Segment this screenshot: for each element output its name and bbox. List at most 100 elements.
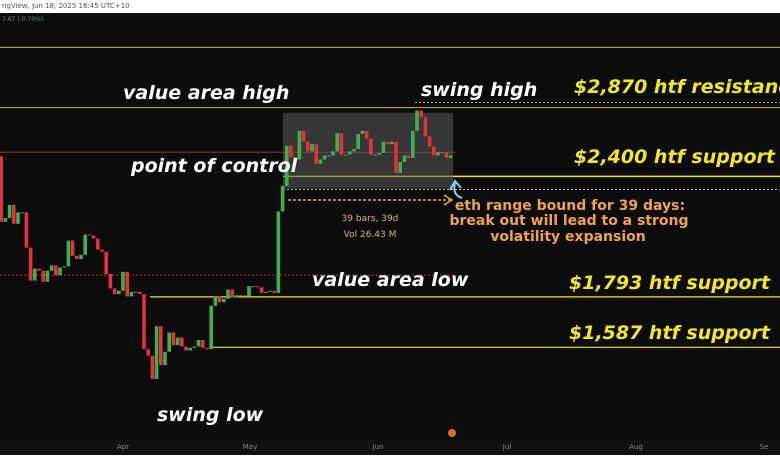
- header-bar: [0, 0, 780, 13]
- candle-body: [335, 133, 339, 152]
- level-label: point of control: [130, 155, 298, 177]
- candle-body: [7, 204, 12, 219]
- candle-body: [112, 288, 117, 295]
- candle-body: [390, 141, 394, 145]
- candle-body: [264, 291, 268, 293]
- candle-body: [343, 154, 348, 156]
- note-line: volatility expansion: [490, 229, 645, 245]
- candle-body: [66, 240, 71, 267]
- candle-body: [201, 340, 205, 348]
- candle-body: [117, 290, 121, 295]
- candle-body: [348, 151, 352, 155]
- candle-body: [150, 355, 155, 379]
- candle-body: [83, 234, 87, 255]
- candle-body: [213, 296, 218, 306]
- candle-body: [339, 133, 344, 155]
- x-axis-bar: [0, 440, 780, 455]
- candle-body: [356, 133, 360, 149]
- candle-body: [222, 298, 226, 303]
- candle-body: [87, 234, 92, 236]
- candle-body: [91, 235, 96, 239]
- note-line: break out will lead to a strong: [449, 213, 688, 229]
- x-tick-label: Se: [760, 443, 769, 451]
- candle-body: [45, 270, 50, 282]
- candle-body: [104, 251, 108, 275]
- candle-body: [322, 155, 327, 160]
- note-line: eth range bound for 39 days:: [455, 198, 685, 214]
- candle-body: [54, 265, 58, 276]
- candle-body: [327, 155, 331, 157]
- candle-body: [436, 152, 440, 156]
- candle-body: [108, 274, 113, 289]
- candle-body: [142, 294, 146, 350]
- candle-body: [415, 110, 419, 131]
- x-tick-label: Apr: [117, 443, 129, 451]
- candle-body: [217, 296, 222, 303]
- candle-body: [226, 289, 230, 299]
- swing-high-label: swing high: [421, 79, 537, 101]
- level-label: $2,400 htf support: [574, 146, 776, 168]
- candle-body: [121, 271, 125, 291]
- candle-body: [24, 212, 29, 248]
- candle-body: [28, 247, 33, 281]
- candle-body: [96, 238, 100, 250]
- candle-body: [20, 212, 24, 214]
- candle-body: [360, 130, 365, 134]
- candle-body: [289, 145, 293, 158]
- plot-bg: [0, 13, 780, 455]
- x-tick-label: May: [243, 443, 257, 451]
- candle-body: [331, 151, 335, 156]
- candle-body: [419, 110, 423, 118]
- candle-body: [406, 155, 411, 158]
- level-label: value area low: [312, 269, 469, 291]
- candle-body: [79, 254, 83, 260]
- candle-body: [37, 268, 41, 271]
- range-arrow-head: [443, 194, 454, 206]
- candle-body: [146, 349, 150, 356]
- level-label: value area high: [123, 82, 289, 104]
- swing-low-label: swing low: [157, 404, 264, 426]
- candle-body: [306, 141, 310, 152]
- candle-body: [138, 291, 142, 295]
- candle-body: [285, 145, 289, 186]
- candle-body: [373, 154, 377, 156]
- level-label: $1,587 htf support: [569, 322, 771, 344]
- candle-body: [243, 295, 247, 297]
- candle-body: [238, 295, 243, 297]
- candle-body: [0, 156, 3, 222]
- candle-body: [41, 270, 45, 282]
- candle-body: [192, 346, 197, 348]
- icon: [448, 429, 456, 437]
- candle-body: [251, 286, 255, 288]
- candle-body: [49, 265, 54, 271]
- candle-body: [184, 346, 188, 351]
- candle-body: [381, 141, 386, 154]
- candle-body: [58, 267, 62, 276]
- candle-body: [364, 130, 369, 139]
- candle-body: [402, 155, 407, 163]
- candle-body: [280, 185, 285, 212]
- level-label: $2,870 htf resistance: [574, 76, 780, 98]
- candle-body: [314, 144, 318, 164]
- candle-body: [209, 305, 213, 350]
- candle-body: [398, 162, 402, 173]
- candle-body: [70, 240, 75, 256]
- candle-body: [272, 290, 276, 293]
- level-label: $1,793 htf support: [569, 272, 771, 294]
- candle-body: [377, 153, 381, 155]
- candle-body: [427, 136, 432, 147]
- note-arrow-head: [449, 179, 462, 191]
- candle-body: [448, 155, 453, 158]
- candle-body: [432, 146, 436, 156]
- candle-body: [3, 218, 8, 222]
- candle-body: [180, 337, 184, 347]
- candle-body: [394, 141, 398, 173]
- candle-body: [188, 347, 192, 351]
- candle-body: [259, 287, 264, 293]
- candle-body: [423, 117, 428, 137]
- candle-body: [230, 289, 234, 298]
- candle-body: [163, 351, 167, 366]
- candle-body: [33, 268, 37, 281]
- candle-body: [293, 157, 297, 160]
